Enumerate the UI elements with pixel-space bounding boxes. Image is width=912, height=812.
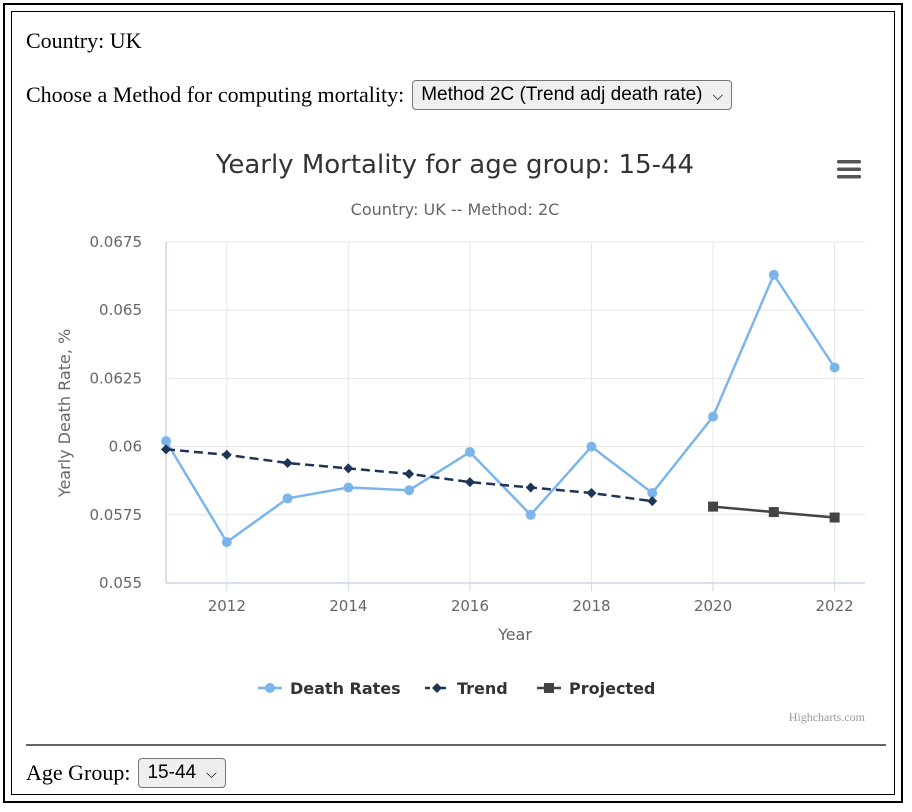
death-rates-point [404,485,415,496]
age-group-prompt: Age Group: [26,760,131,785]
chevron-down-icon: ⌵ [712,86,724,103]
chart-grid [166,241,865,584]
x-tick-label: 2016 [451,597,489,615]
menu-icon[interactable] [837,160,861,179]
x-axis-label: Year [497,625,532,644]
chart-title: Yearly Mortality for age group: 15-44 [215,150,694,180]
mortality-chart: 0.055 0.0575 0.06 0.0625 0.065 0.0675 2012 2014… [55,150,866,724]
death-rates-point [343,482,354,493]
trend-point [647,496,658,507]
y-tick-label: 0.065 [99,301,142,319]
chart-legend: Death Rates Trend Projected [258,679,655,698]
legend-symbol-marker [544,683,554,693]
x-tick-label: 2020 [694,597,732,615]
death-rates-point [221,537,232,548]
legend-symbol-marker [265,683,275,693]
death-rates-point [647,487,658,498]
legend-symbol-marker [432,683,442,693]
legend-item-projected[interactable]: Projected [537,679,655,698]
divider [26,744,886,746]
trend-point [464,477,475,488]
chevron-down-icon: ⌵ [206,764,217,781]
projected-point [708,501,719,512]
chart-subtitle: Country: UK -- Method: 2C [351,200,560,219]
death-rates-point [829,362,840,373]
legend-item-trend[interactable]: Trend [425,679,508,698]
trend-point [404,468,415,479]
trend-point [343,463,354,474]
projected-point [829,512,840,523]
x-tick-label: 2014 [329,597,367,615]
legend-item-death-rates[interactable]: Death Rates [258,679,401,698]
x-tick-label: 2012 [208,597,246,615]
page-frame-inner [11,11,895,795]
y-tick-label: 0.0625 [90,369,143,387]
x-tick-label: 2018 [572,597,610,615]
death-rates-point [464,447,475,458]
chart-series [161,269,840,548]
legend-label: Trend [457,679,508,698]
y-tick-label: 0.0675 [90,233,143,251]
death-rates-point [525,509,536,520]
age-group-select[interactable]: 15-44 ⌵ [138,758,226,788]
country-label: Country: UK [26,28,142,53]
trend-point [221,449,232,460]
legend-label: Projected [569,679,655,698]
trend-point [282,457,293,468]
death-rates-point [708,411,719,422]
x-tick-label: 2022 [816,597,854,615]
trend-point [161,444,171,455]
death-rates-point [282,493,293,504]
age-group-row: Age Group: 15-44 ⌵ [26,758,226,788]
trend-point [586,487,597,498]
y-tick-label: 0.055 [99,574,142,592]
trend-point [525,482,536,493]
method-prompt: Choose a Method for computing mortality: [26,82,405,107]
death-rates-point [586,441,597,452]
death-rates-point [161,436,171,447]
y-tick-label: 0.06 [109,438,142,456]
projected-point [768,507,779,518]
y-axis-label: Yearly Death Rate, % [55,329,74,498]
death-rates-line [164,272,836,544]
page-frame [3,3,903,803]
y-tick-label: 0.0575 [90,506,143,524]
method-row: Choose a Method for computing mortality:… [26,80,733,110]
chart-credit[interactable]: Highcharts.com [789,710,866,724]
death-rates-point [768,269,779,280]
chart-axes: 0.055 0.0575 0.06 0.0625 0.065 0.0675 2012 2014… [90,233,865,615]
legend-label: Death Rates [290,679,401,698]
age-group-select-value: 15-44 [147,762,197,783]
method-select[interactable]: Method 2C (Trend adj death rate) ⌵ [412,80,733,110]
method-select-value: Method 2C (Trend adj death rate) [421,84,703,105]
